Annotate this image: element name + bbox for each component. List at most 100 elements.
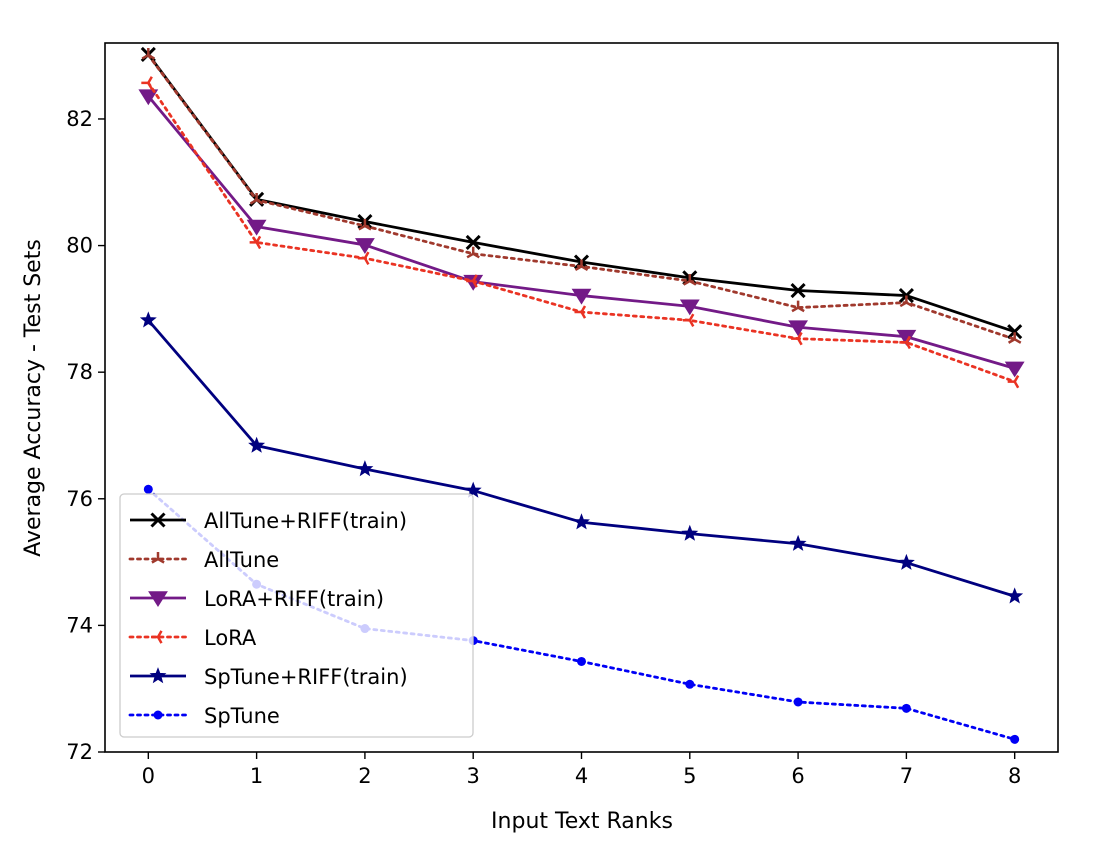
legend-item: AllTune [128,548,279,572]
data-point [571,288,592,305]
tri-left-marker-icon [151,630,163,644]
y-tick-label: 76 [66,487,93,511]
x-tick-label: 4 [575,764,588,788]
series-layer [138,46,1025,744]
circle-marker-icon [577,656,586,666]
star-marker-icon [1006,587,1024,604]
data-point [1007,332,1022,344]
star-marker-icon [356,460,374,477]
circle-marker-icon [143,484,153,494]
legend-item: SpTune+RIFF(train) [130,665,408,689]
y-axis-label: Average Accuracy - Test Sets [21,239,46,557]
data-point [573,513,590,530]
x-tick-label: 2 [358,764,371,788]
x-tick-label: 3 [467,764,480,788]
tri-up-marker-icon [141,48,156,60]
legend-marker [153,710,163,720]
x-marker-icon [790,282,806,299]
data-point [791,331,803,346]
x-tick-label: 8 [1008,764,1021,788]
x-marker-icon [465,234,481,250]
legend-item: AllTune+RIFF(train) [130,509,407,533]
data-point [355,238,375,254]
data-point [1004,361,1025,378]
legend-label: LoRA+RIFF(train) [204,587,384,611]
legend-label: SpTune [204,704,280,728]
tri-up-marker-icon [358,218,372,231]
data-point [248,436,266,453]
tri-left-marker-icon [682,313,695,327]
tri-up-marker-icon [1007,332,1022,344]
data-point [1006,587,1024,604]
circle-marker-icon [793,697,803,707]
tri-left-marker-icon [249,235,262,250]
x-tick-label: 1 [250,764,263,788]
star-marker-icon [681,524,699,541]
triangle-down-marker-icon [148,591,168,608]
data-point [143,484,153,494]
triangle-down-marker-icon [1004,361,1025,378]
data-point [901,703,911,713]
x-tick-label: 7 [900,764,913,788]
triangle-down-marker-icon [788,320,808,337]
data-point [789,534,807,551]
data-point [141,76,153,90]
legend-label: LoRA [204,626,257,650]
x-tick-label: 6 [791,764,804,788]
circle-marker-icon [685,679,695,689]
legend-marker [151,552,165,564]
data-point [466,274,478,288]
tri-up-marker-icon [683,274,697,286]
tri-left-marker-icon [574,305,587,319]
legend-item: SpTune [128,704,280,728]
y-tick-label: 74 [66,613,93,637]
data-point [249,192,264,205]
triangle-down-marker-icon [138,89,159,106]
data-point [357,251,370,265]
data-point [141,48,156,60]
star-marker-icon [464,481,482,498]
data-point [574,259,589,272]
legend-marker [149,667,167,684]
triangle-down-marker-icon [896,329,917,346]
data-point [679,299,700,316]
tri-left-marker-icon [791,331,803,346]
tri-left-marker-icon [1007,374,1020,389]
x-tick-label: 5 [683,764,696,788]
series-alltune [141,48,1022,344]
tri-left-marker-icon [466,274,478,288]
data-point [685,679,695,689]
data-point [1010,734,1020,744]
triangle-down-marker-icon [246,219,267,236]
tri-left-marker-icon [141,76,153,90]
data-point [790,282,806,299]
tri-left-marker-icon [357,251,370,265]
tri-up-marker-icon [791,300,805,313]
data-point [465,234,481,250]
star-marker-icon [789,534,807,551]
data-point [249,235,262,250]
circle-marker-icon [153,710,163,720]
x-axis-label: Input Text Ranks [491,809,673,834]
star-marker-icon [139,311,157,328]
y-tick-label: 78 [66,360,93,384]
data-point [788,320,808,337]
legend-box [119,493,474,738]
data-point [1007,374,1020,389]
tri-up-marker-icon [151,552,165,564]
data-point [683,274,697,286]
data-point [574,305,587,319]
legend: AllTune+RIFF(train) AllTune LoRA+RIFF(trai… [119,493,474,738]
tri-up-marker-icon [466,246,480,259]
series-sptune-riff-train- [139,311,1024,604]
tri-up-marker-icon [574,259,589,272]
data-point [791,300,805,313]
data-point [682,313,695,327]
data-point [896,329,917,346]
triangle-down-marker-icon [355,238,375,254]
y-tick-label: 82 [66,107,93,131]
x-marker-icon [1007,324,1023,340]
legend-marker [148,591,168,608]
triangle-down-marker-icon [571,288,592,305]
